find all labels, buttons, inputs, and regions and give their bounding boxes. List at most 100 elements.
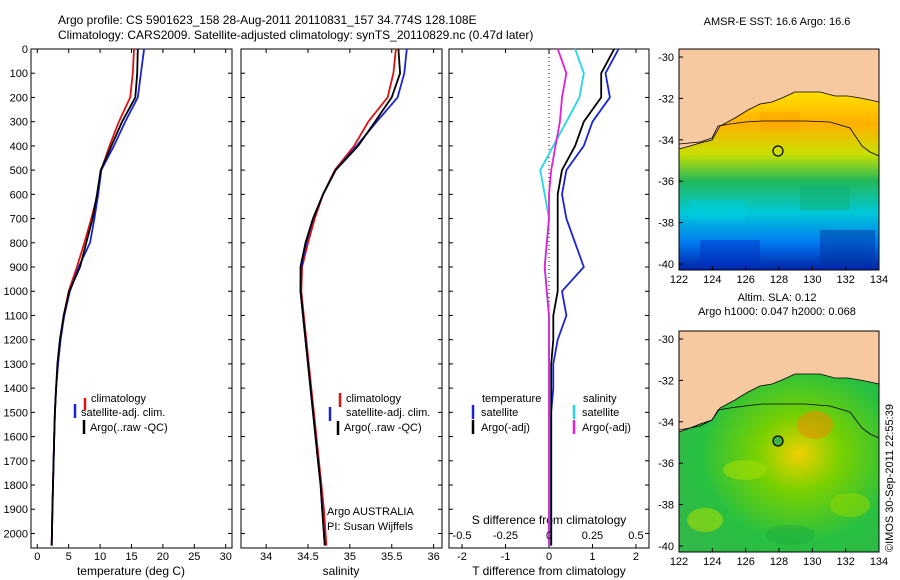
depth-tick-label: 400: [10, 141, 28, 153]
depth-tick-label: 1300: [4, 359, 28, 371]
map-x-tick-label: 128: [770, 556, 788, 568]
map-x-tick-label: 124: [703, 556, 721, 568]
map-y-tick-label: -32: [658, 93, 674, 105]
map-y-tick-label: -36: [658, 458, 674, 470]
map-x-tick-label: 134: [870, 556, 888, 568]
salinity-axis-label: salinity: [323, 564, 360, 578]
x-tick-label: 35: [344, 551, 356, 563]
temperature-plot: 0 5 10 15 20 25 30: [31, 48, 232, 563]
map-x-tick-label: 132: [836, 274, 854, 286]
map-y-tick-label: -38: [658, 500, 674, 512]
depth-tick-label: 1500: [4, 407, 28, 419]
sst-map-ticks: 122 124 126 128 130 132 134 -30 -32 -34 -36 -38 -40: [658, 52, 888, 286]
imos-footer-stamp: ©IMOS 30-Sep-2011 22:55:39: [884, 404, 896, 552]
temperature-legend: climatology satellite-adj. clim. Argo(..…: [73, 393, 168, 434]
depth-tick-label: 600: [10, 189, 28, 201]
map-x-tick-label: 124: [703, 274, 721, 286]
x-tick-label: 20: [157, 551, 169, 563]
x-tick-label: 0: [34, 551, 40, 563]
s-tick-label: 0.25: [582, 530, 603, 542]
map-x-tick-label: 132: [836, 556, 854, 568]
legend-temperature-heading: temperature: [482, 393, 541, 405]
sla-map-title-line1: Altim. SLA: 0.12: [738, 292, 817, 304]
series-line-argo-raw-qc-: [299, 48, 402, 546]
x-tick-label: 1: [589, 551, 595, 563]
x-tick-label: 2: [633, 551, 639, 563]
salinity-plot: 34 34.5 35 35.5 36: [241, 48, 442, 563]
sst-map-title: AMSR-E SST: 16.6 Argo: 16.6: [704, 16, 851, 28]
sla-map-image: [679, 331, 879, 552]
depth-tick-label: 800: [10, 238, 28, 250]
depth-tick-label: 1200: [4, 335, 28, 347]
x-tick-label: 10: [94, 551, 106, 563]
depth-tick-label: 1000: [4, 286, 28, 298]
legend-satellite-adj: satellite-adj. clim.: [81, 407, 165, 419]
depth-tick-label: 0: [22, 44, 28, 56]
argo-agency-label: Argo AUSTRALIA: [327, 506, 414, 518]
map-y-tick-label: -30: [658, 52, 674, 64]
x-tick-label: 30: [220, 551, 232, 563]
map-y-tick-label: -34: [658, 135, 674, 147]
legend-climatology: climatology: [91, 393, 147, 405]
legend-climatology-sal: climatology: [346, 393, 402, 405]
figure-title-line1: Argo profile: CS 5901623_158 28-Aug-2011…: [58, 13, 477, 27]
depth-tick-label: 900: [10, 262, 28, 274]
x-tick-label: -2: [457, 551, 467, 563]
depth-tick-label: 500: [10, 165, 28, 177]
series-line-temperature-satellite: [550, 48, 620, 546]
t-difference-axis-label: T difference from climatology: [472, 564, 626, 578]
depth-tick-label: 2000: [4, 528, 28, 540]
s-tick-label: 0: [546, 530, 552, 542]
sst-map-image: [679, 49, 879, 270]
legend-satellite-adj-sal: satellite-adj. clim.: [346, 407, 430, 419]
map-x-tick-label: 128: [770, 274, 788, 286]
map-x-tick-label: 126: [736, 556, 754, 568]
series-line-temperature-argo-adj-: [550, 48, 615, 546]
principal-investigator-label: PI: Susan Wijffels: [327, 521, 413, 533]
difference-plot: -2 -1 0 1 2: [449, 48, 649, 563]
map-y-tick-label: -32: [658, 375, 674, 387]
depth-tick-label: 1400: [4, 383, 28, 395]
s-tick-label: -0.25: [493, 530, 518, 542]
x-tick-label: 35.5: [381, 551, 402, 563]
figure-title-line2: Climatology: CARS2009. Satellite-adjuste…: [58, 28, 533, 42]
x-tick-label: 15: [125, 551, 137, 563]
depth-tick-label: 1600: [4, 432, 28, 444]
map-y-tick-label: -40: [658, 541, 674, 553]
x-tick-label: 34.5: [297, 551, 318, 563]
map-x-tick-label: 126: [736, 274, 754, 286]
s-tick-label: -0.5: [453, 530, 472, 542]
legend-t-argo: Argo(-adj): [481, 422, 530, 434]
legend-s-satellite: satellite: [582, 407, 619, 419]
x-tick-label: 34: [260, 551, 272, 563]
map-y-tick-label: -40: [658, 259, 674, 271]
legend-argo-sal: Argo(..raw -QC): [344, 422, 422, 434]
difference-legend-salinity: salinity satellite Argo(-adj): [572, 393, 631, 434]
series-line-satellite-adj-clim-: [50, 48, 145, 546]
depth-tick-label: 700: [10, 214, 28, 226]
s-difference-tick-labels: -0.5 -0.25 0 0.25 0.5: [453, 530, 644, 542]
temperature-axis-label: temperature (deg C): [77, 564, 185, 578]
map-x-tick-label: 122: [670, 556, 688, 568]
legend-argo: Argo(..raw -QC): [90, 422, 168, 434]
temperature-panel-frame: [30, 48, 233, 549]
sla-map-title-line2: Argo h1000: 0.047 h2000: 0.068: [698, 306, 856, 318]
series-line-satellite-adj-clim-: [299, 48, 408, 546]
sla-argo-marker: [772, 435, 784, 447]
salinity-legend: climatology satellite-adj. clim. Argo(..…: [328, 393, 430, 435]
depth-axis-tick-labels: 0 100 200 300 400 500 600 700 800 900 1000 1100 1200…: [4, 44, 28, 540]
map-x-tick-label: 130: [803, 556, 821, 568]
legend-salinity-heading: salinity: [583, 393, 617, 405]
map-x-tick-label: 130: [803, 274, 821, 286]
x-tick-label: 25: [188, 551, 200, 563]
x-tick-label: 5: [66, 551, 72, 563]
sst-argo-marker: [772, 145, 784, 157]
depth-tick-label: 1800: [4, 480, 28, 492]
map-x-tick-label: 134: [870, 274, 888, 286]
map-y-tick-label: -36: [658, 176, 674, 188]
series-line-argo-raw-qc-: [50, 48, 139, 546]
s-tick-label: 0.5: [628, 530, 643, 542]
difference-legend-temperature: temperature satellite Argo(-adj): [471, 393, 541, 434]
salinity-panel-frame: [240, 48, 443, 549]
